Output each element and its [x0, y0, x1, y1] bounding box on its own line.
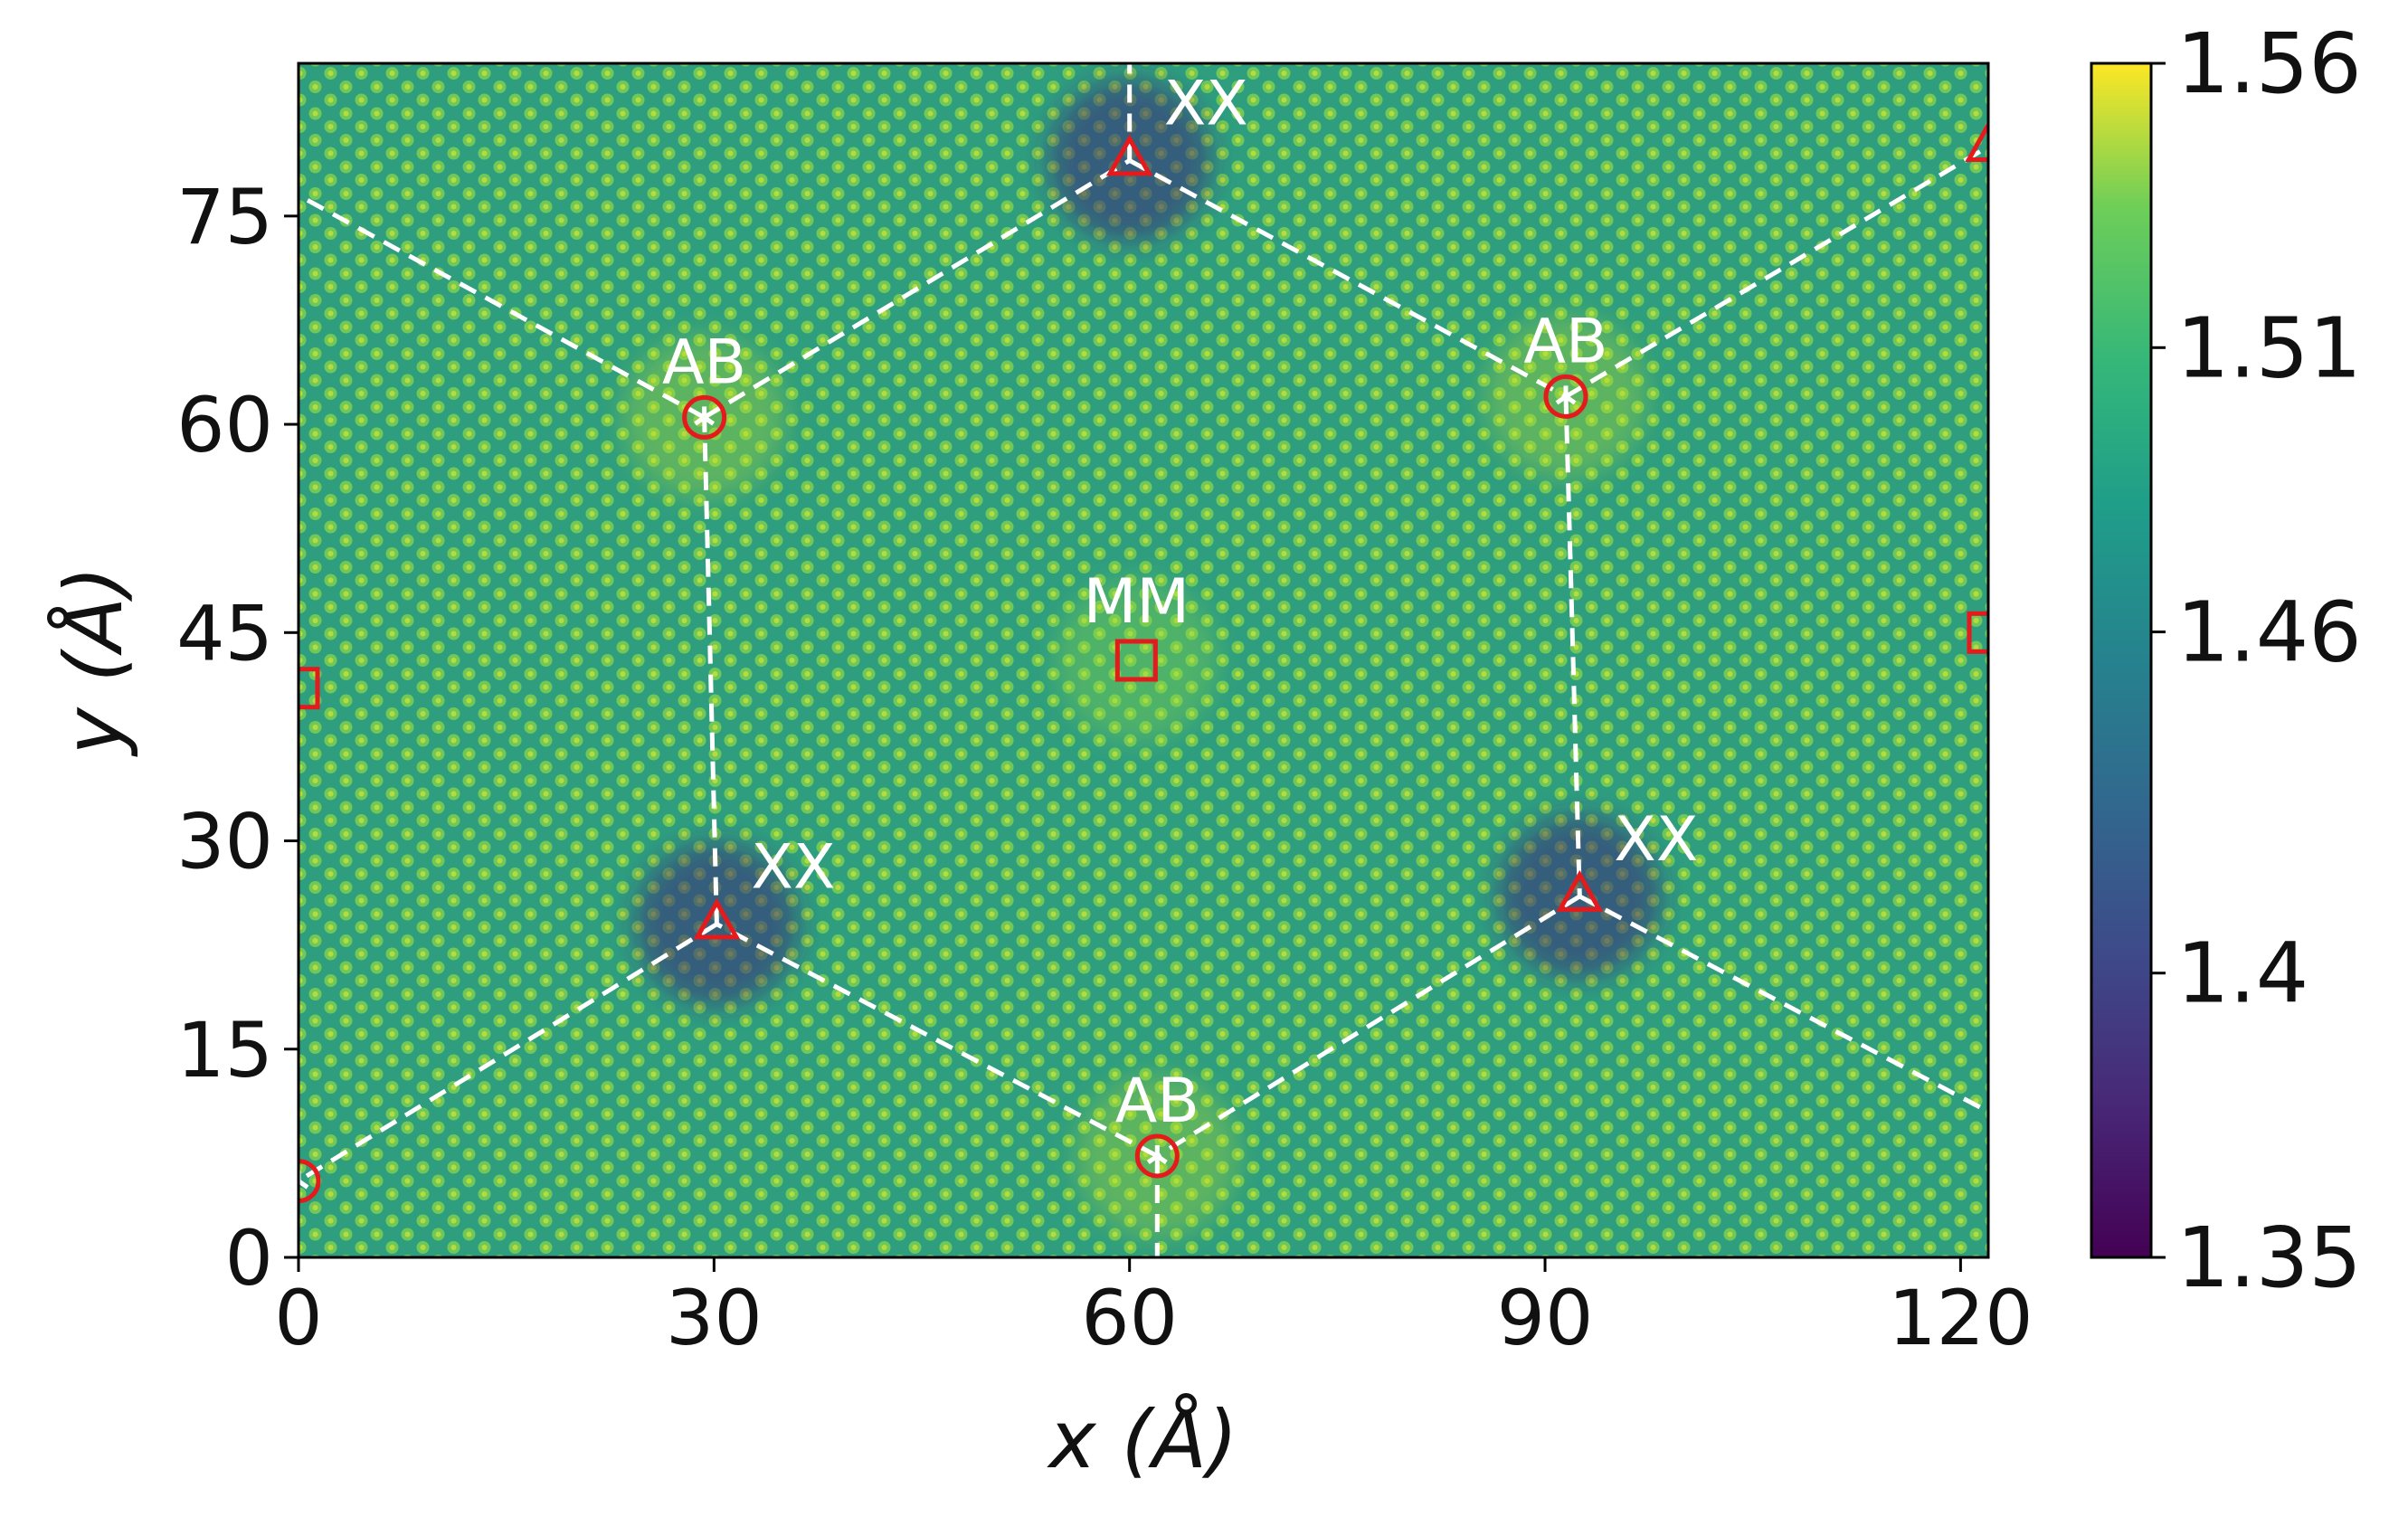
plot-area: XX AB XX AB XX AB MM	[297, 62, 1990, 1259]
ab-site-glyph-stroke	[1155, 1153, 1168, 1165]
x-axis-label: x (Å)	[1047, 1393, 1238, 1486]
site-label-ab: AB	[1523, 306, 1607, 377]
plot-frame	[297, 62, 1990, 1259]
domain-boundary-segment	[1156, 894, 1581, 1159]
colorbar-gradient	[2090, 62, 2153, 1259]
y-tick-label: 75	[176, 173, 273, 261]
x-tick-label: 60	[1081, 1274, 1178, 1362]
mm-site-marker-edge	[1967, 611, 1988, 654]
y-axis: 0 15 30 45 60 75	[176, 173, 299, 1303]
y-tick-label: 45	[176, 589, 273, 678]
y-tick-label: 60	[176, 381, 273, 469]
ab-site-glyph	[694, 406, 716, 426]
xx-site-marker	[693, 897, 741, 940]
ab-site-glyph-stroke	[1555, 394, 1568, 405]
x-tick-label: 120	[1888, 1274, 2033, 1362]
ab-site-marker	[1134, 1133, 1180, 1179]
colorbar-tick-label: 1.35	[2176, 1209, 2362, 1306]
colorbar-tick-label: 1.4	[2176, 925, 2308, 1022]
xx-site-marker	[1556, 869, 1604, 912]
y-tick-label: 0	[225, 1214, 273, 1303]
ab-site-glyph-stroke	[703, 415, 716, 426]
heatmap-site-shading	[1055, 579, 1218, 742]
site-label-xx: XX	[1164, 68, 1248, 139]
domain-boundary-segment	[702, 417, 719, 924]
colorbar: 1.35 1.4 1.46 1.51 1.56	[2090, 15, 2362, 1306]
site-label-mm: MM	[1084, 566, 1190, 638]
ab-site-glyph-stroke	[299, 1179, 309, 1190]
x-axis: 0 30 60 90 120	[274, 1257, 2034, 1362]
domain-boundary-spoke	[1578, 894, 1988, 1114]
site-label-xx: XX	[751, 832, 835, 904]
stacking-site-labels: XX AB XX AB XX AB MM	[662, 68, 1698, 1137]
domain-boundary-segment	[1563, 396, 1582, 896]
y-axis-label: y (Å)	[47, 566, 140, 758]
colorbar-tick-label: 1.46	[2176, 584, 2362, 681]
mm-site-marker	[1114, 639, 1158, 682]
ab-site-marker	[1543, 374, 1588, 419]
colorbar-ticks: 1.35 1.4 1.46 1.51 1.56	[2151, 15, 2362, 1306]
domain-boundary-spoke	[299, 922, 718, 1183]
x-tick-label: 90	[1497, 1274, 1594, 1362]
ab-site-marker-edge	[299, 1159, 321, 1204]
ab-site-glyph	[1146, 1144, 1168, 1165]
xx-site-marker	[1105, 134, 1153, 176]
stacking-site-markers	[299, 119, 1988, 1204]
ab-site-glyph-stroke	[1564, 394, 1577, 405]
ab-site-marker	[682, 394, 727, 440]
ab-site-glyph	[1555, 385, 1577, 405]
y-tick-label: 30	[176, 798, 273, 886]
domain-boundary-segment	[716, 922, 1159, 1159]
x-tick-label: 0	[274, 1274, 322, 1362]
y-tick-label: 15	[176, 1006, 273, 1095]
colorbar-tick-label: 1.56	[2176, 15, 2362, 112]
x-tick-label: 30	[666, 1274, 763, 1362]
ab-site-glyph-stroke	[1146, 1153, 1159, 1165]
mm-site-marker-edge	[299, 667, 320, 710]
xx-site-marker-edge	[1965, 119, 1988, 162]
domain-boundary-lines	[299, 63, 1988, 1257]
site-label-ab: AB	[662, 327, 746, 398]
site-label-xx: XX	[1614, 804, 1698, 876]
domain-boundary-spoke	[1564, 144, 1988, 399]
ab-site-glyph	[299, 1170, 309, 1190]
ab-site-glyph-stroke	[694, 415, 706, 426]
colorbar-tick-label: 1.51	[2176, 299, 2362, 396]
domain-boundary-spoke	[299, 193, 706, 420]
domain-boundary-segment	[1128, 158, 1568, 399]
site-label-ab: AB	[1115, 1066, 1199, 1137]
domain-boundary-segment	[703, 158, 1131, 420]
